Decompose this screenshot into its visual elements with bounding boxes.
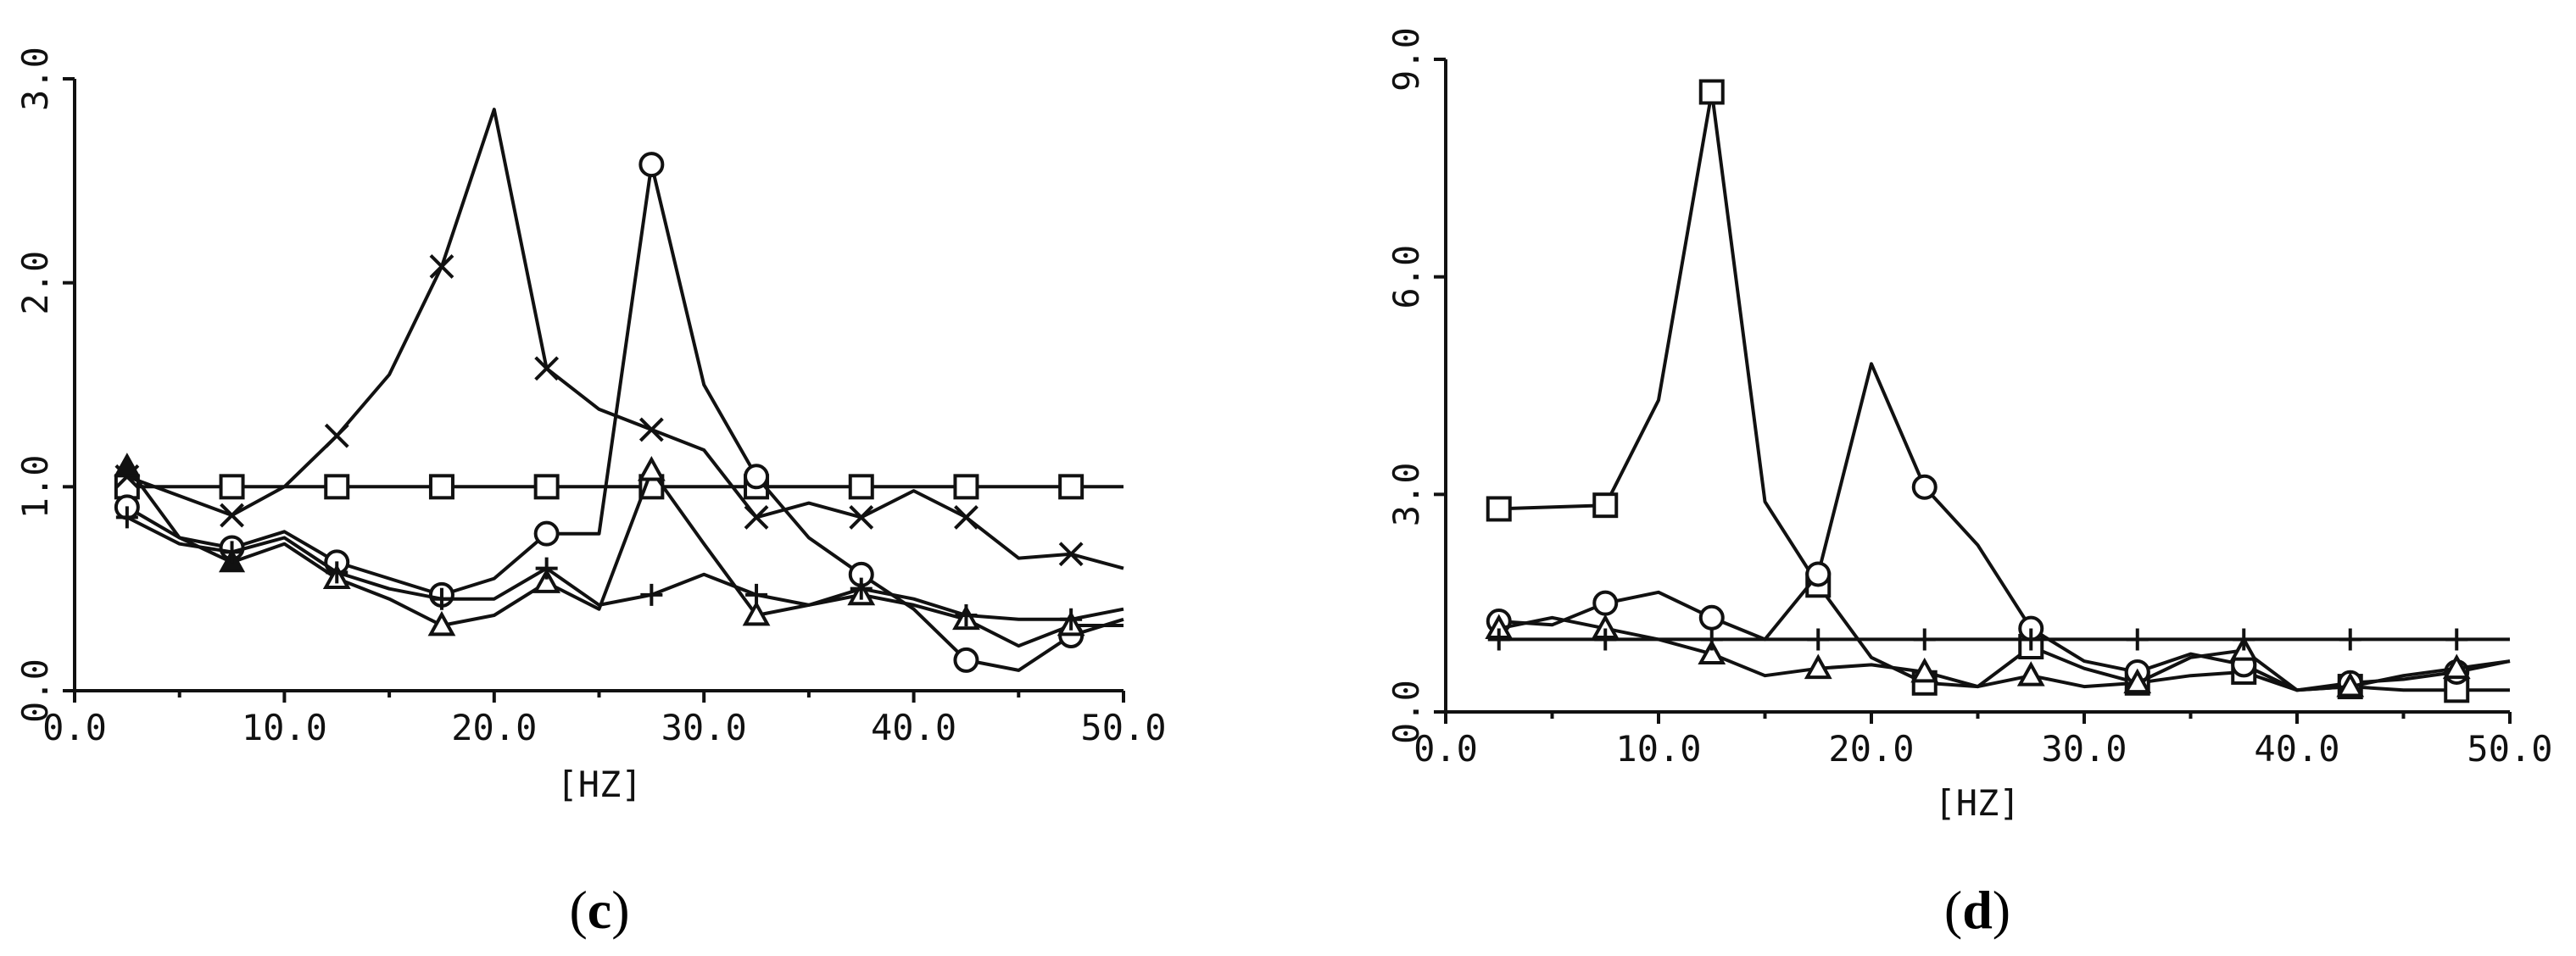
data-point-plus: [535, 557, 558, 580]
data-point-plus: [2126, 628, 2149, 651]
data-point-square: [428, 474, 454, 500]
data-point-circle: [744, 464, 770, 490]
x-tick-label: 10.0: [242, 707, 327, 748]
data-point-circle: [1805, 561, 1832, 587]
data-point-plus: [115, 506, 138, 529]
y-tick-label: 9.0: [1386, 27, 1427, 92]
data-point-triangle: [1910, 657, 1939, 683]
data-point-triangle: [742, 600, 771, 626]
data-point-plus: [1594, 628, 1617, 651]
x-tick-label: 50.0: [2467, 728, 2552, 770]
data-point-x: [324, 423, 349, 448]
data-point-plus: [640, 583, 663, 606]
data-point-plus: [1913, 628, 1936, 651]
data-point-x: [534, 356, 560, 381]
axis-ticks: 0.0 10.0 20.0 30.0 40.0 50.0 0.0 1.0 2.0 3.0: [14, 47, 1167, 748]
data-point-plus: [745, 583, 768, 606]
y-tick-label: 0.0: [1386, 680, 1427, 744]
data-point-circle: [1592, 590, 1619, 616]
data-point-plus: [430, 587, 453, 610]
data-point-plus: [2020, 628, 2043, 651]
x-axis-title: [HZ]: [556, 764, 642, 805]
data-point-x: [1058, 542, 1084, 567]
data-point-square: [219, 474, 245, 500]
x-tick-label: 10.0: [1615, 728, 1701, 770]
data-point-triangle: [2442, 653, 2471, 680]
x-tick-label: 20.0: [451, 707, 537, 748]
panel-label-c: (c): [569, 880, 629, 940]
data-point-plus: [1700, 628, 1723, 651]
series-line-triangle: [125, 465, 1124, 648]
data-point-x: [744, 505, 769, 530]
y-tick-label: 3.0: [14, 47, 56, 111]
axis-ticks: 0.0 10.0 20.0 30.0 40.0 50.0 0.0 3.0 6.0 9.0: [1386, 27, 2553, 770]
data-point-square: [1486, 496, 1512, 522]
data-point-square: [1058, 474, 1084, 500]
x-tick-label: 0.0: [1413, 728, 1478, 770]
data-point-plus: [1060, 608, 1083, 631]
chart-panel-c: 0.0 10.0 20.0 30.0 40.0 50.0 0.0 1.0 2.0 3.0 [HZ]…: [14, 47, 1167, 940]
data-point-square: [533, 474, 560, 500]
x-tick-label: 40.0: [871, 707, 956, 748]
data-point-plus: [2339, 628, 2361, 651]
data-point-triangle: [2123, 668, 2152, 694]
data-point-circle: [953, 647, 979, 673]
data-point-triangle: [1698, 639, 1726, 664]
y-tick-label: 1.0: [14, 454, 56, 519]
data-point-triangle: [2016, 661, 2045, 686]
data-point-plus: [955, 603, 978, 626]
panel-label-d: (d): [1944, 880, 2010, 940]
y-tick-label: 3.0: [1386, 462, 1427, 526]
x-tick-label: 40.0: [2254, 728, 2339, 770]
data-point-plus: [2445, 628, 2468, 651]
y-tick-label: 6.0: [1386, 245, 1427, 309]
data-point-triangle: [532, 568, 561, 593]
data-point-square: [1698, 79, 1725, 105]
data-point-plus: [220, 541, 243, 564]
data-point-x: [429, 253, 454, 279]
x-axis-title: [HZ]: [1934, 782, 2020, 824]
data-point-x: [954, 505, 979, 530]
data-point-square: [324, 474, 350, 500]
data-point-triangle: [637, 455, 666, 481]
data-point-plus: [326, 561, 348, 584]
data-point-plus: [2233, 628, 2255, 651]
data-point-plus: [1807, 628, 1830, 651]
data-point-triangle: [1804, 653, 1832, 680]
x-tick-label: 30.0: [661, 707, 747, 748]
data-point-triangle: [2336, 671, 2365, 698]
x-tick-label: 0.0: [42, 707, 107, 748]
series-line-plus: [125, 515, 1124, 621]
data-point-x: [849, 505, 874, 530]
data-point-square: [848, 474, 874, 500]
data-point-plus: [850, 577, 873, 600]
data-point-circle: [1911, 474, 1938, 500]
x-tick-label: 20.0: [1828, 728, 1914, 770]
series-group: [1485, 79, 2511, 703]
data-point-square: [1592, 492, 1619, 519]
data-point-circle: [1698, 604, 1725, 631]
series-line-triangle: [1498, 615, 2511, 692]
x-tick-label: 50.0: [1080, 707, 1166, 748]
y-tick-label: 0.0: [14, 659, 56, 723]
data-point-circle: [533, 520, 560, 547]
y-tick-label: 2.0: [14, 251, 56, 315]
chart-panel-d: 0.0 10.0 20.0 30.0 40.0 50.0 0.0 3.0 6.0 9.0 [HZ]…: [1386, 27, 2553, 940]
data-point-triangle: [427, 610, 456, 636]
x-tick-label: 30.0: [2041, 728, 2127, 770]
data-point-plus: [1487, 628, 1510, 651]
data-point-circle: [638, 152, 665, 178]
data-point-x: [220, 503, 244, 528]
data-point-triangle: [114, 453, 141, 477]
series-group: [114, 108, 1124, 673]
data-point-square: [953, 474, 979, 500]
data-point-x: [638, 417, 664, 442]
